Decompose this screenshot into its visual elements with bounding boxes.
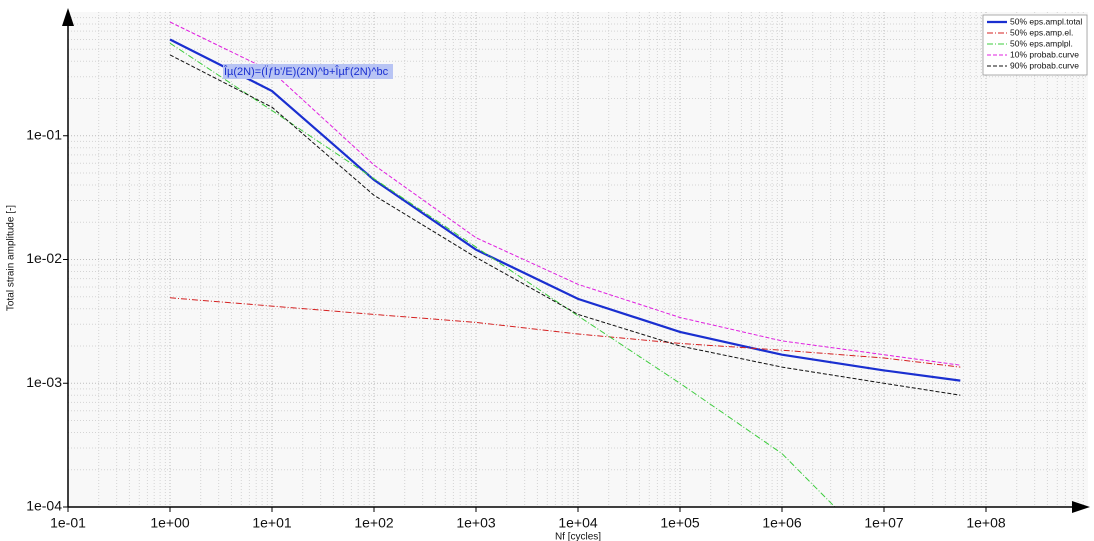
x-tick-label: 1e+07 [864,515,904,531]
marks [169,21,961,508]
annotation-highlight [223,64,393,79]
legend-label: 50% eps.amp.el. [1010,27,1073,37]
x-tick-label: 1e+05 [660,515,700,531]
y-tick-label: 1e-03 [26,374,62,390]
legend-label: 90% probab.curve [1010,60,1079,70]
legend-label: 50% eps.amplpl. [1010,38,1073,48]
series-line [169,38,961,382]
x-tick-label: 1e+08 [966,515,1006,531]
x-axis-label: Nf [cycles] [555,532,601,541]
y-axis-arrow [62,8,74,26]
x-tick-label: 1e+06 [762,515,802,531]
x-tick-label: 1e-01 [50,515,86,531]
x-tick-label: 1e+03 [456,515,496,531]
series-line [169,21,961,366]
legend-label: 10% probab.curve [1010,49,1079,59]
legend-label: 50% eps.ampl.total [1010,16,1082,26]
grid [63,12,1088,512]
y-tick-label: 1e-02 [26,250,62,266]
series-line [169,54,961,396]
x-axis-arrow [1072,501,1090,513]
x-tick-label: 1e+02 [354,515,394,531]
y-tick-label: 1e-04 [26,498,62,514]
y-tick-label: 1e-01 [26,126,62,142]
x-tick-label: 1e+00 [150,515,190,531]
annotation: Îµ(2N)=(Ïƒb'/E)(2N)^b+Îµf'(2N)^bc [223,65,389,78]
x-tick-label: 1e+01 [252,515,292,531]
x-tick-label: 1e+04 [558,515,598,531]
series-line [169,297,961,368]
series-line [169,42,836,508]
y-axis-label: Total strain amplitude [-] [6,205,17,311]
legend-box [982,14,1088,76]
